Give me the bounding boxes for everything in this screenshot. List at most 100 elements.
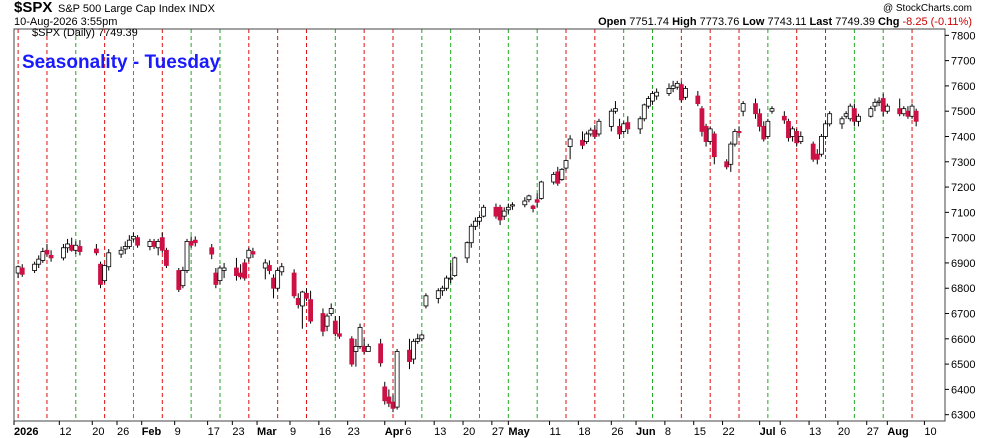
candle	[328, 303, 334, 317]
candle	[913, 108, 919, 127]
candle	[678, 82, 684, 103]
candle	[794, 128, 800, 147]
y-tick-label: 6700	[951, 309, 975, 321]
candle-body	[703, 125, 709, 142]
candle-body	[872, 101, 878, 107]
candle	[505, 203, 511, 214]
candle-body	[678, 84, 684, 101]
candle	[69, 237, 75, 252]
candle-body	[275, 270, 281, 289]
candle	[843, 111, 849, 119]
candle-body	[592, 129, 598, 137]
candle	[555, 166, 561, 186]
last-value: 7749.39	[835, 16, 875, 28]
candle-body	[155, 241, 161, 249]
candle-body	[378, 343, 384, 364]
candle-body	[131, 235, 136, 240]
x-tick-label: 6	[780, 426, 786, 438]
chg-label: Chg	[878, 16, 900, 28]
candle-body	[365, 345, 371, 352]
candle	[472, 217, 478, 231]
candle	[444, 275, 449, 291]
candle-body	[320, 313, 326, 332]
candle-body	[151, 241, 157, 247]
candle	[102, 264, 108, 284]
candle-body	[267, 265, 272, 271]
candle	[786, 118, 791, 142]
candle-body	[279, 266, 285, 273]
candle-body	[526, 195, 532, 201]
plot-border	[13, 28, 946, 422]
plot-frame	[13, 28, 946, 422]
candle-body	[415, 338, 421, 342]
candle-body	[786, 120, 791, 139]
candle-body	[102, 265, 108, 282]
candle	[209, 243, 215, 260]
candle-body	[641, 104, 647, 120]
candle-body	[909, 105, 915, 117]
candle-body	[674, 82, 680, 88]
candle-body	[213, 272, 219, 285]
candle-body	[423, 295, 429, 307]
candle	[271, 274, 276, 299]
candle	[909, 103, 915, 119]
x-tick-label: 6	[405, 426, 411, 438]
candle-body	[234, 267, 239, 276]
candle	[567, 135, 573, 160]
candle	[19, 264, 25, 277]
ticker-symbol[interactable]: $SPX	[14, 0, 53, 16]
candle	[390, 394, 396, 413]
candle-body	[246, 249, 252, 259]
candle	[654, 88, 660, 100]
candle	[411, 338, 416, 365]
candle	[464, 241, 470, 263]
x-tick-label: Aug	[887, 426, 908, 438]
candle	[901, 106, 907, 117]
candle	[666, 83, 672, 97]
candle-body	[61, 247, 66, 259]
candle-body	[69, 244, 75, 251]
candle-body	[77, 246, 83, 252]
candle-body	[299, 291, 305, 307]
candle-body	[613, 108, 618, 112]
candle-body	[868, 108, 874, 117]
candle	[275, 267, 281, 291]
candle-body	[32, 263, 37, 271]
candle-body	[295, 297, 301, 306]
x-tick-label: Feb	[142, 426, 162, 438]
x-tick-label: 26	[611, 426, 623, 438]
tuesday-lines	[17, 29, 913, 421]
candle	[217, 265, 223, 285]
candle-body	[349, 338, 355, 365]
candle	[674, 80, 680, 90]
candle-body	[856, 115, 861, 122]
candle	[147, 238, 153, 251]
x-tick-label: Jun	[636, 426, 656, 438]
candle	[819, 133, 824, 157]
candle	[164, 247, 169, 268]
candle	[423, 293, 429, 309]
candle-body	[250, 251, 256, 255]
candle-body	[188, 241, 194, 246]
candle-body	[407, 349, 412, 362]
candle	[332, 316, 338, 337]
x-tick-label: Jul	[760, 426, 776, 438]
candle	[73, 241, 79, 255]
last-label: Last	[809, 16, 833, 28]
candle	[641, 103, 647, 122]
y-tick-label: 6400	[951, 384, 975, 396]
candle-body	[843, 113, 849, 117]
candle	[407, 338, 412, 370]
candle	[234, 257, 239, 281]
candle-body	[584, 133, 590, 142]
candle-body	[757, 113, 763, 127]
candle	[707, 126, 713, 145]
high-value: 7773.76	[699, 16, 740, 28]
candle	[905, 106, 911, 119]
x-tick-label: 17	[208, 426, 220, 438]
candle-body	[184, 241, 190, 271]
candle-body	[448, 277, 454, 280]
candle	[497, 204, 503, 225]
candle-body	[36, 258, 42, 265]
